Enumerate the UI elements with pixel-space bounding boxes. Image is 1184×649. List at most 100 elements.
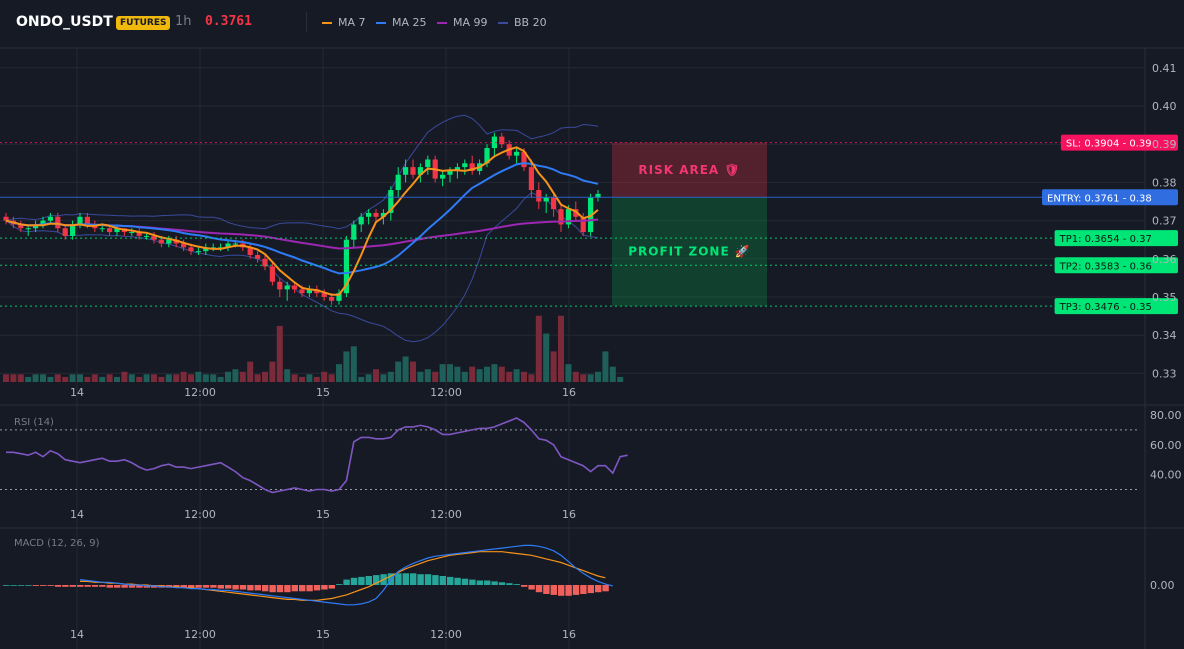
volume-bar — [262, 371, 268, 382]
ma7-line — [5, 146, 599, 296]
macd-histogram-bar — [188, 585, 195, 588]
macd-histogram-bar — [343, 579, 350, 585]
volume-bar — [343, 351, 350, 382]
candle-body — [114, 228, 120, 233]
volume-bar — [476, 369, 483, 382]
macd-histogram-bar — [484, 580, 491, 585]
candle-body — [314, 289, 320, 294]
macd-histogram-bar — [210, 585, 217, 588]
price-tick-label: 0.33 — [1152, 367, 1177, 380]
macd-histogram-bar — [373, 575, 380, 585]
macd-histogram-bar — [54, 585, 62, 587]
macd-histogram-bar — [410, 573, 417, 585]
macd-histogram-bar — [558, 585, 565, 596]
candle-body — [210, 247, 216, 249]
level-tag-label: TP1: 0.3654 - 0.37 — [1059, 234, 1152, 245]
volume-bar — [491, 364, 498, 382]
macd-histogram-bar — [195, 585, 202, 588]
macd-histogram-bar — [328, 585, 335, 589]
rsi-panel: RSI (14) 80.00 60.00 40.00 — [0, 409, 1182, 494]
timeframe-label[interactable]: 1h — [175, 14, 192, 29]
legend-bb20[interactable]: BB 20 — [498, 16, 547, 29]
volume-bar — [580, 374, 587, 382]
macd-histogram-bar — [498, 582, 506, 585]
volume-bar — [373, 369, 379, 382]
volume-bar — [336, 364, 342, 382]
volume-bar — [424, 369, 431, 382]
macd-histogram-bar — [587, 585, 594, 594]
macd-histogram-bar — [202, 585, 210, 588]
volume-bar — [217, 376, 224, 382]
candle-body — [551, 197, 557, 210]
volume-bar — [40, 374, 46, 382]
candlesticks[interactable] — [3, 132, 601, 305]
x-tick-label: 16 — [562, 386, 576, 399]
volume-bar — [572, 371, 579, 382]
volume-bar — [291, 374, 298, 382]
legend-ma7[interactable]: MA 7 — [322, 16, 366, 29]
x-tick-label: 12:00 — [430, 508, 462, 521]
x-tick-label: 12:00 — [430, 386, 462, 399]
symbol-name[interactable]: ONDO_USDT — [16, 14, 113, 30]
volume-bar — [595, 371, 601, 382]
macd-histogram-bar — [580, 585, 587, 594]
legend-ma25[interactable]: MA 25 — [376, 16, 427, 29]
candle-body — [521, 151, 527, 168]
ma25-line — [5, 162, 599, 275]
volume-bar — [321, 371, 328, 382]
candle-body — [373, 212, 379, 217]
macd-histogram-bar — [106, 585, 113, 588]
macd-histogram-bar — [99, 585, 106, 587]
price-tick-label: 0.35 — [1152, 291, 1177, 304]
macd-histogram-bar — [225, 585, 232, 589]
candle-body — [321, 293, 327, 297]
price-tick-label: 0.39 — [1152, 138, 1177, 151]
price-tick-label: 0.36 — [1152, 253, 1177, 266]
volume-bar — [247, 361, 254, 382]
macd-histogram-bar — [269, 585, 276, 593]
macd-panel: MACD (12, 26, 9) 0.00 — [3, 538, 1175, 606]
volume-bar — [350, 346, 357, 382]
volume-bar — [609, 366, 616, 382]
profit-zone-label: PROFIT ZONE 🚀 — [628, 245, 751, 259]
macd-histogram-bar — [572, 585, 580, 595]
level-tag — [1042, 189, 1178, 206]
level-tag — [1060, 134, 1178, 151]
legend-ma99[interactable]: MA 99 — [437, 16, 488, 29]
volume-bar — [128, 374, 135, 382]
macd-histogram-bar — [476, 580, 483, 585]
candle-body — [462, 163, 468, 168]
candle-body — [558, 209, 564, 225]
macd-histogram-bar — [284, 585, 291, 593]
level-tag — [1054, 257, 1178, 274]
candle-body — [447, 170, 453, 175]
price-tick-label: 0.38 — [1152, 176, 1177, 189]
legend-ma25-label: MA 25 — [392, 16, 427, 29]
volume-bar — [506, 371, 513, 382]
macd-histogram-bar — [291, 585, 298, 592]
volume-bar — [550, 351, 557, 382]
volume-bar — [454, 366, 461, 382]
candle-body — [292, 285, 298, 290]
volume-bar — [3, 374, 9, 382]
macd-signal-line — [80, 551, 606, 601]
volume-bar — [395, 361, 402, 382]
rsi-tick-label: 80.00 — [1150, 409, 1182, 422]
candle-body — [528, 167, 534, 191]
volume-bar — [469, 366, 476, 382]
candle-body — [3, 216, 9, 221]
macd-histogram-bar — [17, 585, 25, 586]
macd-histogram-bar — [550, 585, 557, 595]
volume-bar — [380, 374, 387, 382]
x-tick-label: 12:00 — [430, 628, 462, 641]
macd-histogram-bar — [10, 585, 17, 586]
macd-histogram-bar — [336, 584, 343, 585]
macd-histogram-bar — [217, 585, 224, 589]
ma99-swatch-icon — [437, 22, 447, 24]
candle-body — [580, 216, 586, 233]
volume-bar — [239, 371, 246, 382]
volume-bar — [284, 369, 291, 382]
volume-bar — [402, 356, 409, 382]
macd-histogram-bar — [180, 585, 187, 588]
